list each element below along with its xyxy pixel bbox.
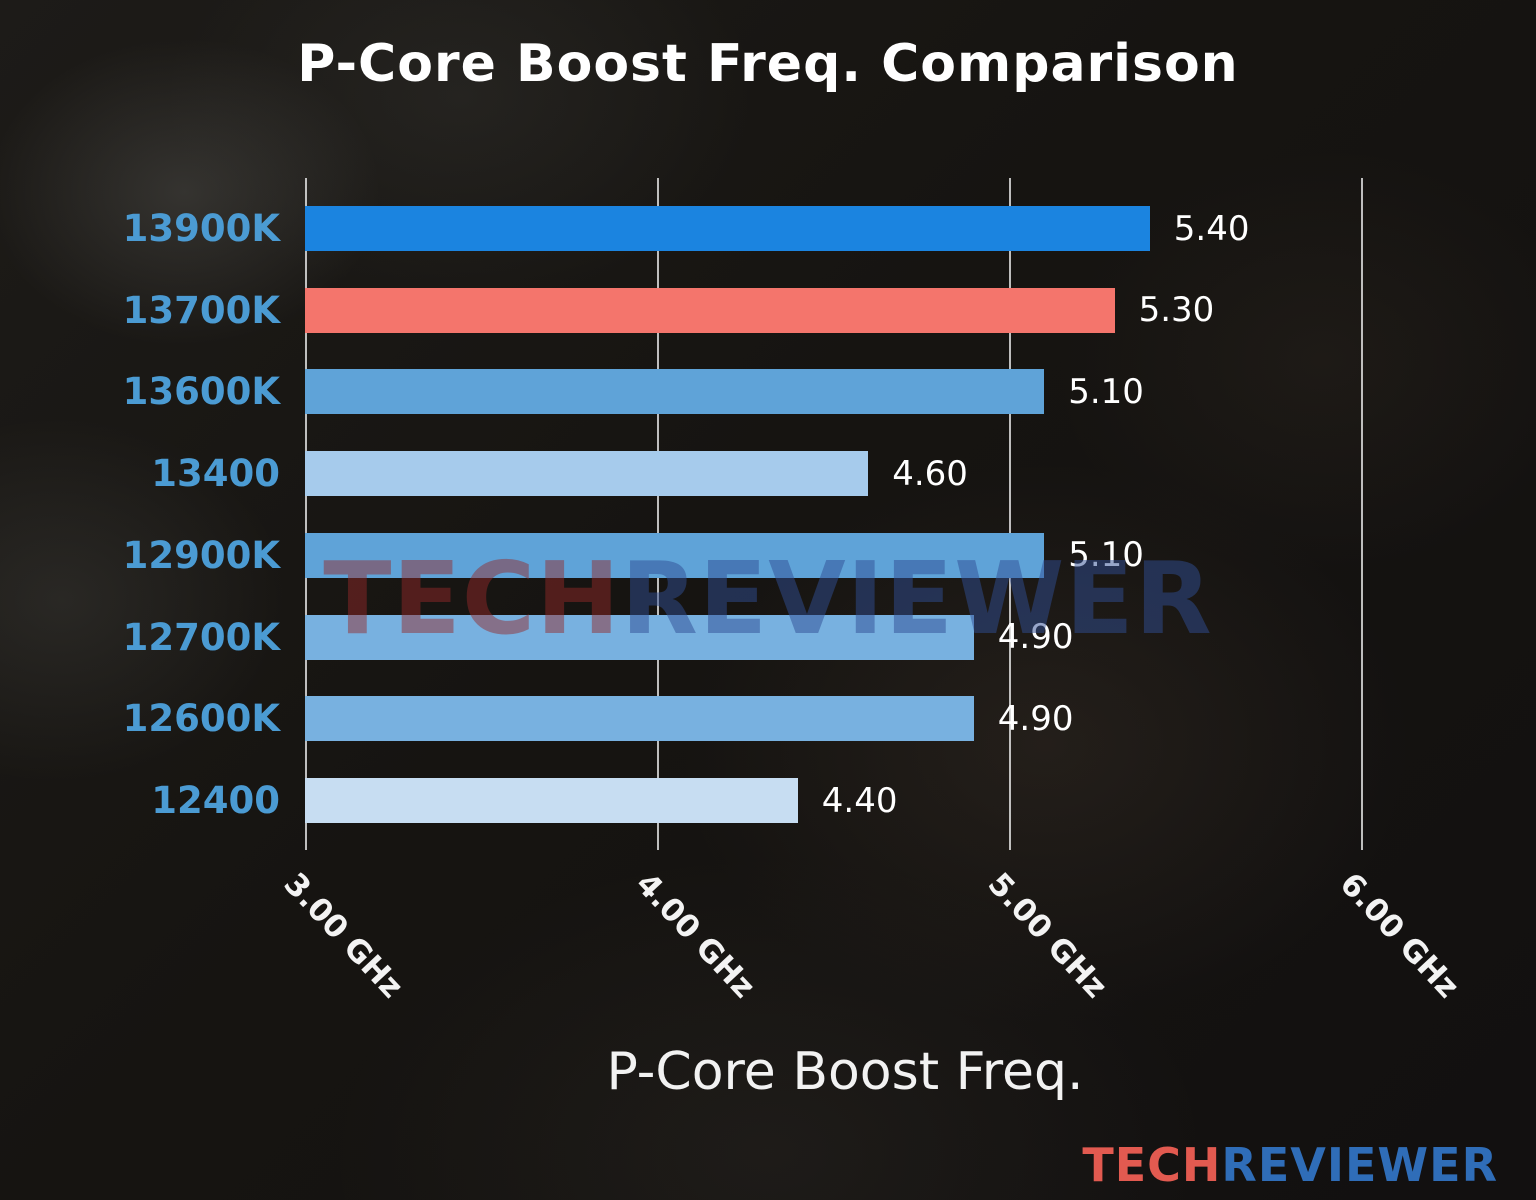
bar bbox=[305, 287, 1115, 333]
category-label: 13900K bbox=[122, 207, 280, 250]
bar-row: 12600K 4.90 bbox=[123, 696, 1361, 742]
category-label: 13400 bbox=[151, 452, 280, 496]
category-label: 13700K bbox=[122, 288, 280, 332]
category-label: 12400 bbox=[151, 779, 280, 822]
bar bbox=[305, 696, 974, 742]
bar-row: 12900K 5.10 bbox=[123, 532, 1361, 578]
logo-reviewer: REVIEWER bbox=[1221, 1138, 1498, 1192]
bar bbox=[305, 532, 1045, 578]
value-label: 5.40 bbox=[1173, 208, 1250, 249]
value-label: 5.30 bbox=[1138, 290, 1215, 331]
category-label: 12900K bbox=[122, 533, 280, 577]
bar bbox=[305, 369, 1045, 415]
category-label: 12700K bbox=[122, 615, 280, 659]
bar-row: 12700K 4.90 bbox=[123, 614, 1361, 660]
bar-row: 13700K 5.30 bbox=[123, 287, 1361, 333]
bar bbox=[305, 451, 869, 497]
bar bbox=[305, 206, 1150, 251]
bar-row: 13900K 5.40 bbox=[123, 206, 1361, 251]
bar-row: 13400 4.60 bbox=[151, 451, 1361, 497]
bar bbox=[305, 778, 798, 823]
value-label: 4.60 bbox=[892, 453, 968, 494]
chart-title: P-Core Boost Freq. Comparison bbox=[297, 34, 1239, 94]
value-label: 4.90 bbox=[997, 698, 1074, 739]
brand-logo: TECHREVIEWER bbox=[1082, 1138, 1498, 1192]
category-label: 13600K bbox=[122, 370, 280, 414]
bar bbox=[305, 614, 974, 660]
gridline bbox=[657, 178, 659, 850]
bar-row: 13600K 5.10 bbox=[123, 369, 1361, 415]
category-label: 12600K bbox=[122, 697, 280, 741]
value-label: 5.10 bbox=[1068, 371, 1144, 412]
gridline bbox=[1361, 178, 1363, 850]
gridline bbox=[305, 178, 307, 850]
x-axis-label: P-Core Boost Freq. bbox=[606, 1042, 1084, 1102]
bar-row: 12400 4.40 bbox=[151, 778, 1361, 823]
value-label: 5.10 bbox=[1068, 535, 1144, 576]
gridline bbox=[1009, 178, 1011, 850]
value-label: 4.90 bbox=[997, 617, 1074, 658]
value-label: 4.40 bbox=[821, 780, 898, 821]
logo-tech: TECH bbox=[1082, 1138, 1222, 1192]
plot-area: 3.00 GHz 4.00 GHz 5.00 GHz 6.00 GHz 13900K 5.… bbox=[123, 178, 1466, 1005]
